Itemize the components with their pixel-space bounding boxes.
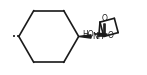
Text: NH: NH	[92, 32, 103, 41]
Text: HO: HO	[82, 30, 94, 39]
Text: O: O	[101, 14, 107, 23]
Text: O: O	[108, 31, 114, 40]
Polygon shape	[79, 35, 91, 38]
